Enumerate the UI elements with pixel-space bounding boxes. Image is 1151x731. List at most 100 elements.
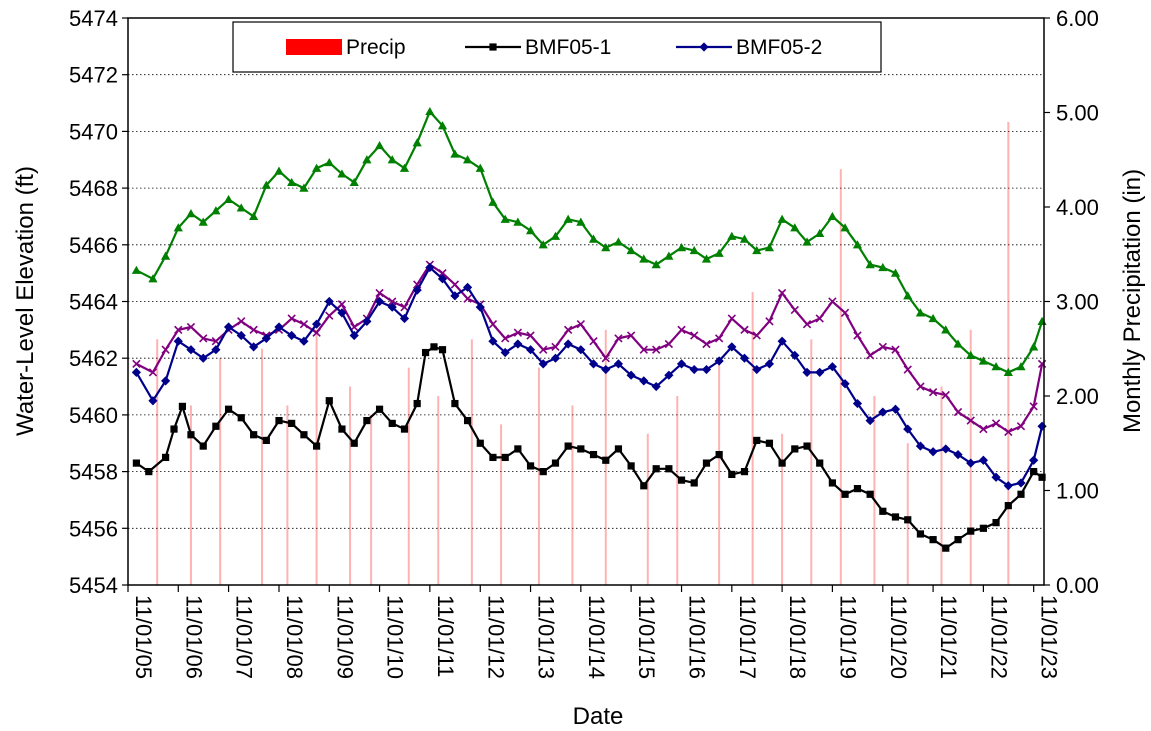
data-point	[132, 359, 141, 369]
data-point	[626, 370, 636, 380]
data-point	[765, 439, 774, 447]
data-point	[526, 462, 535, 470]
data-point	[261, 333, 271, 343]
data-point	[640, 482, 648, 490]
data-point	[275, 416, 283, 425]
y-tick-label: 5460	[69, 403, 118, 428]
x-tick-label: 11/01/19	[835, 595, 860, 679]
data-point	[941, 444, 951, 454]
data-point	[928, 388, 938, 397]
data-point	[1004, 502, 1012, 510]
data-point	[223, 322, 234, 332]
precip-bar	[646, 433, 649, 585]
data-point	[400, 425, 409, 433]
data-point	[953, 407, 963, 417]
data-point	[349, 177, 359, 187]
data-point	[475, 302, 485, 312]
precip-bar	[189, 405, 192, 585]
data-point	[701, 364, 712, 375]
data-point	[161, 345, 170, 354]
data-point	[727, 342, 737, 352]
y2-tick-label: 1.00	[1056, 479, 1099, 504]
data-point	[324, 157, 334, 167]
precip-bar	[470, 339, 473, 585]
data-point	[237, 414, 245, 422]
gridlines	[128, 74, 1044, 529]
data-point	[802, 237, 812, 246]
data-point	[312, 328, 321, 337]
data-point	[1029, 455, 1039, 465]
data-point	[488, 320, 498, 329]
data-point	[714, 248, 724, 257]
data-point	[815, 228, 825, 238]
data-point	[500, 214, 510, 223]
data-point	[626, 245, 636, 255]
data-point	[437, 121, 448, 130]
data-point	[186, 345, 196, 355]
precip-bar	[873, 396, 876, 585]
data-point	[1003, 481, 1013, 491]
data-point	[500, 347, 510, 358]
precip-bar	[315, 329, 318, 585]
data-point	[211, 345, 221, 355]
x-tick-label: 11/01/11	[433, 595, 458, 677]
data-point	[966, 416, 975, 425]
data-point	[388, 297, 397, 306]
data-point	[463, 416, 472, 425]
y-axis-title: Water-Level Elevation (ft)	[12, 166, 39, 436]
data-point	[664, 370, 674, 380]
data-point	[852, 240, 863, 249]
legend-label: Precip	[346, 36, 406, 59]
data-point	[702, 339, 711, 349]
data-point	[740, 468, 749, 476]
data-point	[865, 260, 875, 269]
data-point	[173, 223, 183, 232]
y-tick-label: 5466	[69, 233, 118, 258]
data-point	[1038, 473, 1046, 481]
data-point	[338, 425, 346, 433]
data-point	[249, 342, 259, 352]
data-point	[1029, 342, 1039, 351]
data-point	[514, 445, 522, 453]
x-tick-label: 11/01/14	[584, 595, 609, 679]
x-tick-label: 11/01/09	[332, 595, 357, 679]
x-tick-label: 11/01/07	[232, 595, 257, 679]
data-point	[589, 450, 598, 459]
data-point	[853, 485, 862, 493]
data-point	[131, 367, 142, 377]
x-tick-label: 11/01/17	[735, 595, 760, 679]
y2-axis-title: Monthly Precipitation (in)	[1119, 169, 1146, 433]
data-point	[714, 334, 724, 343]
data-point	[714, 356, 724, 366]
data-point	[1037, 421, 1047, 431]
data-point	[413, 399, 421, 408]
data-point	[299, 336, 309, 346]
data-point	[170, 425, 178, 433]
x-axis-title: Date	[573, 703, 624, 730]
data-point	[132, 459, 141, 467]
precip-bar	[906, 443, 909, 585]
data-point	[237, 317, 246, 326]
data-point	[613, 237, 624, 246]
y-tick-label: 5458	[69, 460, 118, 485]
data-point	[878, 342, 887, 352]
data-point	[614, 334, 623, 343]
x-tick-label: 11/01/05	[131, 595, 156, 679]
precip-bar	[219, 358, 222, 585]
data-point	[665, 465, 673, 473]
data-point	[374, 296, 385, 307]
data-point	[891, 513, 900, 521]
data-point	[827, 211, 837, 221]
data-point	[300, 431, 308, 439]
data-point	[173, 336, 183, 346]
data-point	[677, 325, 686, 335]
data-point	[363, 416, 371, 425]
data-point	[941, 390, 950, 400]
data-point	[929, 536, 937, 544]
data-point	[161, 251, 171, 260]
data-point	[550, 353, 561, 363]
data-point	[287, 177, 297, 187]
precip-bar	[781, 433, 784, 585]
data-point	[979, 424, 988, 434]
x-tick-label: 11/01/13	[534, 595, 559, 679]
